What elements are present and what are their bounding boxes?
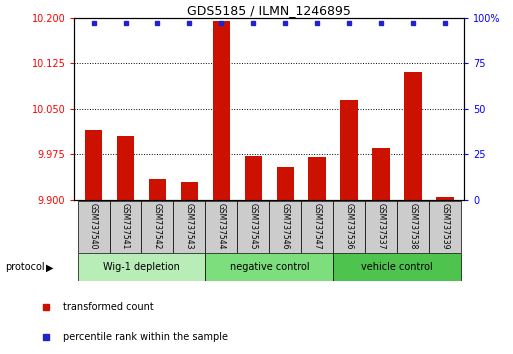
Bar	[269, 201, 301, 253]
Bar	[238, 201, 269, 253]
Bar	[85, 130, 103, 200]
Bar	[277, 167, 294, 200]
Text: GSM737546: GSM737546	[281, 203, 290, 250]
Bar	[429, 201, 461, 253]
Bar	[333, 253, 461, 281]
Text: GSM737539: GSM737539	[441, 203, 449, 250]
Bar	[372, 148, 390, 200]
Title: GDS5185 / ILMN_1246895: GDS5185 / ILMN_1246895	[187, 4, 351, 17]
Bar	[341, 100, 358, 200]
Text: transformed count: transformed count	[63, 302, 153, 312]
Text: GSM737541: GSM737541	[121, 203, 130, 250]
Bar	[142, 201, 173, 253]
Bar	[110, 201, 142, 253]
Text: GSM737537: GSM737537	[377, 203, 386, 250]
Text: vehicle control: vehicle control	[361, 262, 433, 272]
Text: protocol: protocol	[5, 262, 45, 272]
Bar	[77, 253, 205, 281]
Text: Wig-1 depletion: Wig-1 depletion	[103, 262, 180, 272]
Bar	[397, 201, 429, 253]
Bar	[181, 182, 198, 200]
Text: GSM737543: GSM737543	[185, 203, 194, 250]
Text: GSM737544: GSM737544	[217, 203, 226, 250]
Bar	[173, 201, 205, 253]
Bar	[245, 156, 262, 200]
Text: GSM737542: GSM737542	[153, 203, 162, 250]
Text: GSM737536: GSM737536	[345, 203, 354, 250]
Bar	[149, 179, 166, 200]
Bar	[205, 253, 333, 281]
Bar	[308, 158, 326, 200]
Bar	[365, 201, 397, 253]
Bar	[404, 73, 422, 200]
Text: GSM737538: GSM737538	[409, 203, 418, 250]
Bar	[212, 21, 230, 200]
Text: GSM737545: GSM737545	[249, 203, 258, 250]
Text: percentile rank within the sample: percentile rank within the sample	[63, 332, 228, 342]
Text: negative control: negative control	[229, 262, 309, 272]
Bar	[436, 197, 454, 200]
Bar	[301, 201, 333, 253]
Bar	[77, 201, 110, 253]
Text: GSM737547: GSM737547	[313, 203, 322, 250]
Text: ▶: ▶	[46, 262, 54, 272]
Text: GSM737540: GSM737540	[89, 203, 98, 250]
Bar	[205, 201, 238, 253]
Bar	[117, 136, 134, 200]
Bar	[333, 201, 365, 253]
